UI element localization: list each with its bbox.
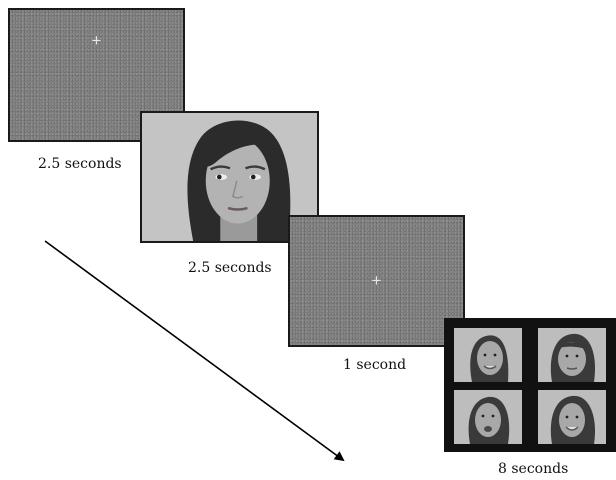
face-array-cell — [538, 328, 606, 382]
duration-label-face-screen: 2.5 seconds — [188, 260, 272, 276]
fixation-cross-icon: + — [371, 273, 382, 289]
face-array-cell — [454, 390, 522, 444]
duration-label-screen-1: 2.5 seconds — [38, 156, 122, 172]
duration-label-screen-3: 1 second — [343, 357, 407, 373]
woman-face-photo-icon — [454, 390, 522, 444]
fixation-screen-2: + — [288, 215, 465, 347]
woman-face-photo-icon — [538, 328, 606, 382]
duration-label-face-array: 8 seconds — [498, 461, 569, 477]
fixation-screen-1: + — [8, 8, 185, 142]
woman-face-photo-icon — [454, 328, 522, 382]
face-screen — [140, 111, 319, 243]
woman-face-photo-icon — [538, 390, 606, 444]
woman-face-photo-icon — [142, 113, 317, 241]
face-array-cell — [538, 390, 606, 444]
face-array-cell — [454, 328, 522, 382]
face-array-screen — [444, 318, 616, 452]
fixation-cross-icon: + — [91, 33, 102, 49]
